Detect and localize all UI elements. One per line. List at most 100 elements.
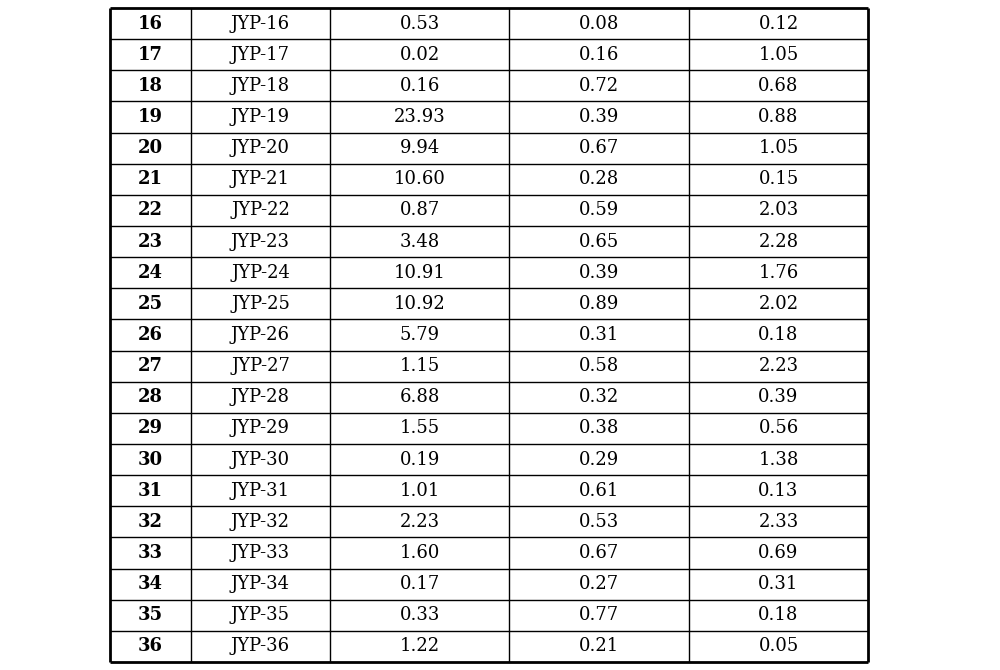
Text: 1.76: 1.76 — [758, 264, 799, 281]
Text: 1.60: 1.60 — [399, 544, 440, 562]
Text: 2.33: 2.33 — [758, 513, 799, 531]
Text: 0.69: 0.69 — [758, 544, 799, 562]
Text: JYP-31: JYP-31 — [231, 482, 290, 500]
Text: JYP-20: JYP-20 — [231, 139, 290, 157]
Text: 0.16: 0.16 — [399, 77, 440, 95]
Text: 2.03: 2.03 — [758, 202, 799, 220]
Text: 1.05: 1.05 — [758, 139, 799, 157]
Text: 0.56: 0.56 — [758, 419, 799, 438]
Text: JYP-34: JYP-34 — [231, 575, 290, 593]
Text: 23: 23 — [138, 232, 163, 251]
Text: 10.92: 10.92 — [394, 295, 446, 313]
Text: 0.59: 0.59 — [579, 202, 619, 220]
Text: 1.01: 1.01 — [399, 482, 440, 500]
Text: JYP-18: JYP-18 — [231, 77, 290, 95]
Text: 24: 24 — [138, 264, 163, 281]
Text: 0.38: 0.38 — [579, 419, 619, 438]
Text: 0.32: 0.32 — [579, 389, 619, 406]
Text: JYP-17: JYP-17 — [231, 46, 290, 64]
Text: 0.67: 0.67 — [579, 139, 619, 157]
Text: 3.48: 3.48 — [400, 232, 440, 251]
Text: 0.68: 0.68 — [758, 77, 799, 95]
Text: 29: 29 — [138, 419, 163, 438]
Text: 0.53: 0.53 — [400, 15, 440, 33]
Text: JYP-26: JYP-26 — [231, 326, 290, 344]
Text: 17: 17 — [138, 46, 163, 64]
Text: JYP-19: JYP-19 — [231, 108, 290, 126]
Text: 0.67: 0.67 — [579, 544, 619, 562]
Text: 36: 36 — [138, 637, 163, 655]
Text: 0.39: 0.39 — [758, 389, 799, 406]
Text: 0.28: 0.28 — [579, 170, 619, 188]
Text: 34: 34 — [138, 575, 163, 593]
Text: 1.55: 1.55 — [400, 419, 440, 438]
Text: 0.17: 0.17 — [400, 575, 440, 593]
Text: 26: 26 — [138, 326, 163, 344]
Text: 25: 25 — [138, 295, 163, 313]
Text: JYP-32: JYP-32 — [231, 513, 290, 531]
Text: 0.13: 0.13 — [758, 482, 799, 500]
Text: 1.22: 1.22 — [400, 637, 440, 655]
Text: 0.18: 0.18 — [758, 606, 799, 624]
Text: 2.02: 2.02 — [758, 295, 799, 313]
Text: 0.53: 0.53 — [579, 513, 619, 531]
Text: 0.18: 0.18 — [758, 326, 799, 344]
Text: JYP-22: JYP-22 — [231, 202, 290, 220]
Text: 0.77: 0.77 — [579, 606, 619, 624]
Text: 0.58: 0.58 — [579, 357, 619, 375]
Text: JYP-35: JYP-35 — [231, 606, 290, 624]
Text: JYP-36: JYP-36 — [231, 637, 290, 655]
Text: 0.16: 0.16 — [579, 46, 619, 64]
Text: 0.65: 0.65 — [579, 232, 619, 251]
Text: 16: 16 — [138, 15, 163, 33]
Text: 0.88: 0.88 — [758, 108, 799, 126]
Text: 0.29: 0.29 — [579, 450, 619, 468]
Text: 0.19: 0.19 — [399, 450, 440, 468]
Text: JYP-23: JYP-23 — [231, 232, 290, 251]
Text: JYP-29: JYP-29 — [231, 419, 290, 438]
Text: 9.94: 9.94 — [400, 139, 440, 157]
Text: 22: 22 — [138, 202, 163, 220]
Text: JYP-24: JYP-24 — [231, 264, 290, 281]
Text: 0.39: 0.39 — [579, 108, 619, 126]
Text: 2.23: 2.23 — [758, 357, 799, 375]
Text: 5.79: 5.79 — [400, 326, 440, 344]
Text: 0.61: 0.61 — [579, 482, 619, 500]
Text: 30: 30 — [138, 450, 163, 468]
Text: JYP-16: JYP-16 — [231, 15, 290, 33]
Text: 0.02: 0.02 — [400, 46, 440, 64]
Text: 2.23: 2.23 — [400, 513, 440, 531]
Text: 35: 35 — [138, 606, 163, 624]
Text: 27: 27 — [138, 357, 163, 375]
Text: 0.33: 0.33 — [399, 606, 440, 624]
Text: 0.21: 0.21 — [579, 637, 619, 655]
Text: 32: 32 — [138, 513, 163, 531]
Text: 20: 20 — [138, 139, 163, 157]
Text: JYP-33: JYP-33 — [231, 544, 290, 562]
Text: JYP-21: JYP-21 — [231, 170, 290, 188]
Text: 19: 19 — [138, 108, 163, 126]
Text: 10.60: 10.60 — [394, 170, 446, 188]
Text: 0.89: 0.89 — [579, 295, 619, 313]
Text: 0.72: 0.72 — [579, 77, 619, 95]
Text: 10.91: 10.91 — [394, 264, 446, 281]
Text: 31: 31 — [138, 482, 163, 500]
Text: 6.88: 6.88 — [399, 389, 440, 406]
Text: 0.12: 0.12 — [758, 15, 799, 33]
Text: 23.93: 23.93 — [394, 108, 446, 126]
Text: JYP-25: JYP-25 — [231, 295, 290, 313]
Text: 1.15: 1.15 — [400, 357, 440, 375]
Text: 28: 28 — [138, 389, 163, 406]
Text: JYP-28: JYP-28 — [231, 389, 290, 406]
Text: 0.31: 0.31 — [579, 326, 619, 344]
Text: 21: 21 — [138, 170, 163, 188]
Text: 0.31: 0.31 — [758, 575, 799, 593]
Text: JYP-30: JYP-30 — [231, 450, 290, 468]
Text: 0.39: 0.39 — [579, 264, 619, 281]
Text: 0.08: 0.08 — [579, 15, 619, 33]
Text: JYP-27: JYP-27 — [231, 357, 290, 375]
Text: 33: 33 — [138, 544, 163, 562]
Text: 0.15: 0.15 — [758, 170, 799, 188]
Text: 0.87: 0.87 — [400, 202, 440, 220]
Text: 0.27: 0.27 — [579, 575, 619, 593]
